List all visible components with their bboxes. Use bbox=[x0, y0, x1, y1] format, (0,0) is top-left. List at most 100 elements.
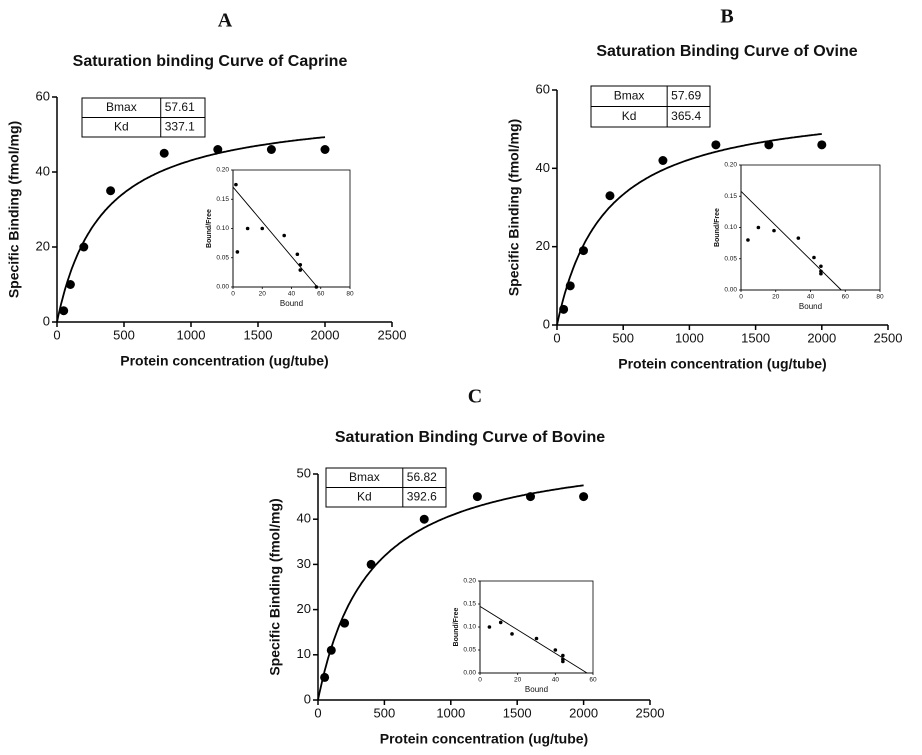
data-point bbox=[525, 492, 535, 502]
inset-point bbox=[796, 236, 801, 240]
table-value: 337.1 bbox=[165, 119, 195, 133]
scatchard-line bbox=[232, 186, 318, 288]
data-point bbox=[658, 156, 668, 165]
y-tick-label: 50 bbox=[297, 465, 311, 480]
y-tick-label: 0.10 bbox=[724, 224, 737, 231]
inset-point bbox=[819, 271, 823, 276]
data-point bbox=[578, 246, 588, 256]
x-tick-label: 20 bbox=[514, 676, 522, 683]
x-axis-label: Protein concentration (ug/tube) bbox=[380, 731, 588, 747]
y-axis-label: Specific Binding (fmol/mg) bbox=[267, 498, 283, 675]
data-point bbox=[605, 191, 615, 201]
x-tick-label: 2500 bbox=[874, 331, 903, 346]
y-tick-label: 0.20 bbox=[724, 162, 737, 169]
x-tick-label: 1000 bbox=[675, 331, 704, 346]
fit-curve bbox=[556, 133, 822, 326]
y-tick-label: 20 bbox=[297, 601, 311, 616]
x-tick-label: 2500 bbox=[636, 706, 665, 721]
inset-y-label: Bound/Free bbox=[714, 208, 721, 247]
x-tick-label: 500 bbox=[612, 331, 634, 346]
table-label: Kd bbox=[114, 119, 129, 133]
x-tick-label: 20 bbox=[259, 290, 267, 297]
data-point bbox=[711, 140, 721, 150]
inset-point bbox=[260, 226, 265, 231]
data-point bbox=[326, 645, 336, 655]
inset-frame bbox=[740, 164, 881, 291]
y-axis-label: Specific Binding (fmol/mg) bbox=[6, 121, 22, 298]
scatchard-line bbox=[740, 191, 842, 291]
inset-x-label: Bound bbox=[525, 685, 548, 694]
data-point bbox=[79, 242, 89, 252]
inset-point bbox=[314, 285, 319, 289]
inset-point bbox=[756, 225, 761, 230]
y-tick-label: 20 bbox=[36, 238, 50, 253]
x-tick-label: 1500 bbox=[503, 706, 532, 721]
inset-point bbox=[295, 252, 300, 257]
data-point bbox=[559, 304, 569, 314]
y-tick-label: 10 bbox=[297, 646, 311, 661]
x-tick-label: 60 bbox=[589, 676, 597, 683]
chart-title: Saturation Binding Curve of Ovine bbox=[596, 43, 857, 60]
x-axis-label: Protein concentration (ug/tube) bbox=[618, 356, 826, 372]
x-tick-label: 1000 bbox=[436, 706, 465, 721]
inset-point bbox=[245, 226, 250, 231]
inset-point bbox=[812, 255, 816, 260]
fit-curve bbox=[317, 484, 584, 701]
data-point bbox=[366, 559, 376, 569]
x-tick-label: 0 bbox=[478, 676, 482, 683]
x-tick-label: 0 bbox=[314, 706, 321, 721]
y-tick-label: 40 bbox=[297, 511, 311, 526]
y-tick-label: 0.05 bbox=[463, 647, 476, 654]
x-tick-label: 40 bbox=[807, 293, 815, 300]
panel-label: A bbox=[218, 10, 233, 32]
x-tick-label: 0 bbox=[739, 293, 743, 300]
x-tick-label: 0 bbox=[53, 328, 60, 343]
x-tick-label: 60 bbox=[317, 290, 325, 297]
data-point bbox=[579, 492, 589, 502]
inset-x-label: Bound bbox=[799, 302, 822, 311]
data-point bbox=[65, 280, 75, 289]
inset-x-label: Bound bbox=[280, 299, 303, 308]
data-point bbox=[266, 145, 276, 154]
inset-point bbox=[819, 269, 823, 274]
y-tick-label: 60 bbox=[36, 88, 50, 103]
table-value: 57.69 bbox=[671, 88, 701, 102]
data-point bbox=[817, 140, 827, 150]
y-tick-label: 0.15 bbox=[724, 193, 737, 200]
inset-point bbox=[298, 262, 303, 267]
x-tick-label: 60 bbox=[842, 293, 850, 300]
inset-point bbox=[561, 659, 565, 664]
inset-point bbox=[298, 268, 303, 272]
y-tick-label: 0.05 bbox=[724, 255, 737, 262]
x-tick-label: 500 bbox=[374, 706, 396, 721]
inset-point bbox=[498, 620, 503, 625]
data-point bbox=[320, 145, 330, 154]
inset-frame bbox=[232, 169, 351, 288]
y-tick-label: 0.20 bbox=[216, 167, 229, 174]
panel-label: C bbox=[468, 386, 482, 408]
chart-title: Saturation binding Curve of Caprine bbox=[73, 53, 348, 70]
y-axis-label: Specific Binding (fmol/mg) bbox=[506, 119, 522, 296]
inset-point bbox=[746, 238, 750, 242]
y-tick-label: 0.15 bbox=[463, 601, 476, 608]
table-value: 365.4 bbox=[671, 109, 701, 123]
data-point bbox=[59, 306, 69, 316]
data-point bbox=[340, 618, 350, 628]
inset-point bbox=[772, 228, 776, 233]
inset-y-label: Bound/Free bbox=[453, 607, 460, 646]
inset-point bbox=[553, 648, 558, 652]
inset-point bbox=[561, 653, 565, 658]
table-value: 392.6 bbox=[407, 489, 437, 503]
x-tick-label: 80 bbox=[876, 293, 884, 300]
x-tick-label: 2500 bbox=[378, 328, 407, 343]
y-tick-label: 0.00 bbox=[463, 670, 476, 677]
x-tick-label: 80 bbox=[346, 290, 354, 297]
chart-title: Saturation Binding Curve of Bovine bbox=[335, 429, 605, 446]
inset-point bbox=[234, 182, 238, 187]
x-tick-label: 2000 bbox=[807, 331, 836, 346]
table-label: Bmax bbox=[349, 470, 380, 484]
inset-point bbox=[235, 250, 240, 254]
fit-curve bbox=[56, 136, 326, 323]
x-tick-label: 0 bbox=[553, 331, 560, 346]
